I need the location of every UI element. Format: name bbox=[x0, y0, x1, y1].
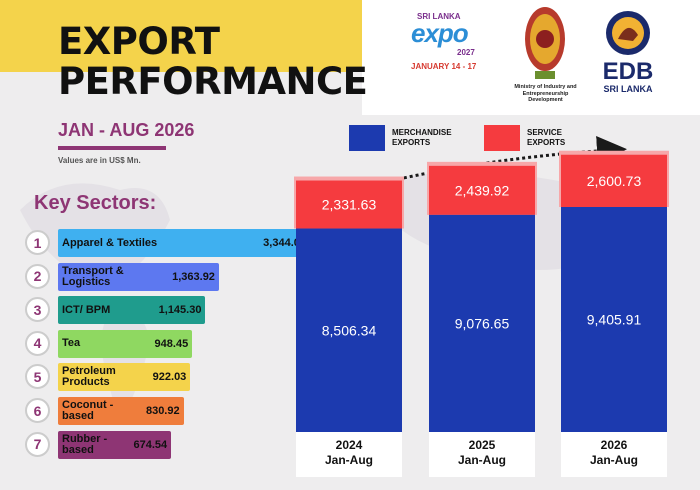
sector-bar: 3,344.00 bbox=[58, 229, 310, 257]
sector-row: 1 3,344.00 Apparel & Textiles bbox=[25, 229, 310, 257]
sector-name: Apparel & Textiles bbox=[62, 236, 158, 249]
merchandise-value-label: 8,506.34 bbox=[322, 322, 377, 338]
service-exports-bar bbox=[561, 154, 667, 207]
service-value-label: 2,600.73 bbox=[587, 173, 642, 189]
period-label: JAN - AUG 2026 bbox=[58, 120, 195, 140]
year-card: 2025 Jan-Aug bbox=[429, 432, 535, 477]
sector-number: 7 bbox=[25, 431, 50, 457]
sector-bar: 1,363.92 bbox=[58, 262, 219, 291]
service-exports-bar bbox=[296, 180, 402, 229]
sector-name: Petroleum Products bbox=[62, 365, 116, 389]
header-yellow-band bbox=[0, 0, 362, 72]
sector-bar: 948.45 bbox=[58, 329, 193, 358]
edb-logo-text: EDB bbox=[602, 58, 654, 85]
key-sectors-heading: Key Sectors: bbox=[34, 192, 157, 214]
edb-logo-subtext: SRI LANKA bbox=[603, 84, 653, 94]
title-line-1: EXPORT bbox=[58, 20, 220, 63]
sector-number: 1 bbox=[25, 230, 50, 255]
category-year-label: 2026 bbox=[600, 438, 628, 452]
sector-value: 1,363.92 bbox=[172, 270, 215, 283]
sector-value: 674.54 bbox=[133, 438, 168, 451]
category-period-label: Jan-Aug bbox=[458, 453, 506, 467]
sector-name: Coconut - based bbox=[62, 399, 114, 422]
service-exports-bar bbox=[429, 165, 535, 215]
sector-row: 3 1,145.30 ICT/ BPM bbox=[25, 296, 206, 325]
expo-logo: SRI LANKA expo 2027 JANUARY 14 - 17 bbox=[405, 12, 485, 72]
sector-name: Rubber - based bbox=[62, 432, 108, 456]
sector-name: Transport & Logistics bbox=[62, 264, 124, 288]
sector-value: 3,344.00 bbox=[263, 237, 306, 249]
year-card: 2024 Jan-Aug bbox=[296, 432, 402, 477]
merchandise-exports-bar bbox=[429, 214, 535, 432]
expo-logo-word: expo bbox=[411, 18, 469, 48]
sector-value: 922.03 bbox=[152, 371, 187, 384]
service-value-label: 2,331.63 bbox=[322, 197, 377, 213]
sector-bar: 922.03 bbox=[58, 363, 191, 392]
sector-row: 5 922.03 Petroleum Products bbox=[25, 363, 191, 392]
legend-service-label: SERVICE EXPORTS bbox=[527, 128, 566, 147]
period-underline bbox=[58, 146, 166, 150]
sector-bar: 674.54 bbox=[58, 430, 172, 459]
ministry-label: Ministry of Industry and Entrepreneurshi… bbox=[514, 84, 577, 103]
title-line-2: PERFORMANCE bbox=[58, 60, 368, 103]
category-period-label: Jan-Aug bbox=[590, 453, 638, 467]
legend-merchandise-swatch bbox=[349, 125, 385, 151]
category-period-label: Jan-Aug bbox=[325, 453, 373, 467]
sector-number: 6 bbox=[25, 398, 50, 423]
sector-number: 3 bbox=[25, 297, 50, 323]
sector-bar: 1,145.30 bbox=[58, 296, 206, 325]
legend-merchandise-label: MERCHANDISE EXPORTS bbox=[392, 128, 452, 147]
sector-bar: 830.92 bbox=[58, 397, 184, 425]
sector-name: ICT/ BPM bbox=[62, 303, 111, 316]
edb-logo-icon bbox=[606, 11, 650, 55]
sector-row: 2 1,363.92 Transport & Logistics bbox=[25, 262, 219, 291]
sector-value: 830.92 bbox=[145, 405, 180, 417]
sector-number: 5 bbox=[25, 364, 50, 390]
expo-logo-top: SRI LANKA bbox=[417, 12, 461, 21]
year-card: 2026 Jan-Aug bbox=[561, 432, 667, 477]
national-emblem-icon bbox=[525, 7, 565, 79]
expo-logo-dates: JANUARY 14 - 17 bbox=[411, 62, 477, 71]
merchandise-value-label: 9,405.91 bbox=[587, 312, 642, 328]
category-year-label: 2025 bbox=[468, 438, 496, 452]
page-title: EXPORT PERFORMANCE bbox=[58, 20, 368, 103]
sector-value: 1,145.30 bbox=[158, 304, 202, 317]
sector-number: 4 bbox=[25, 330, 50, 356]
sector-number: 2 bbox=[25, 263, 50, 289]
legend-service-swatch bbox=[484, 125, 520, 151]
sector-row: 7 674.54 Rubber - based bbox=[25, 430, 172, 459]
sector-row: 4 948.45 Tea bbox=[25, 329, 193, 358]
category-year-label: 2024 bbox=[335, 438, 363, 452]
sector-value: 948.45 bbox=[154, 337, 189, 350]
merchandise-exports-bar bbox=[296, 228, 402, 432]
merchandise-value-label: 9,076.65 bbox=[455, 315, 510, 331]
service-value-label: 2,439.92 bbox=[455, 182, 510, 198]
merchandise-exports-bar bbox=[561, 207, 667, 432]
sector-name: Tea bbox=[62, 337, 81, 350]
values-note: Values are in US$ Mn. bbox=[58, 156, 141, 165]
sector-row: 6 830.92 Coconut - based bbox=[25, 397, 184, 425]
expo-logo-year: 2027 bbox=[457, 48, 475, 57]
